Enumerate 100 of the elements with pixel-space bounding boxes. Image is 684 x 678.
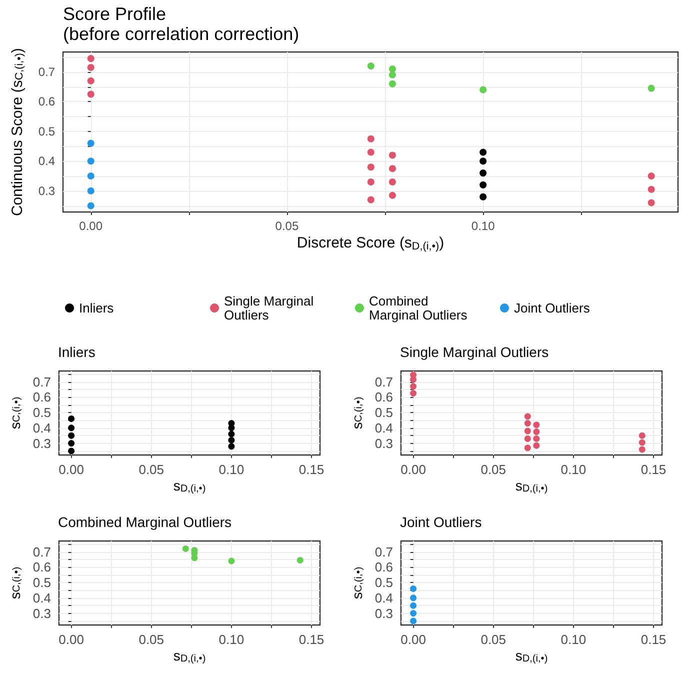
point (524, 444, 531, 452)
point (388, 65, 396, 72)
y-axis-title: sC,(i,•) (7, 396, 23, 430)
y-tick-label: 0.5 (38, 124, 56, 138)
x-tick-label: 0.05 (138, 632, 164, 647)
x-tick-label: 0.05 (480, 632, 506, 647)
x-tick-label: 0.05 (138, 462, 164, 477)
x-tick-label: 0.00 (58, 462, 84, 477)
chart-subtitle: (before correlation correction) (63, 24, 300, 44)
y-tick-label: 0.6 (32, 390, 51, 405)
point (480, 193, 487, 200)
y-tick-label: 0.7 (32, 374, 51, 390)
x-tick-label: 0.10 (560, 632, 586, 647)
point (228, 558, 235, 564)
x-tick-label: 0.00 (400, 632, 426, 647)
chart-title: Single Marginal Outliers (400, 344, 549, 360)
x-tick-label: 0.15 (298, 632, 324, 647)
legend-label: Joint Outliers (514, 300, 590, 316)
x-tick-label: 0.10 (218, 462, 244, 477)
y-axis-title: sC,(i,•) (7, 566, 23, 600)
y-tick-label: 0.4 (374, 420, 393, 436)
point (638, 439, 646, 446)
y-tick-label: 0.5 (374, 405, 393, 420)
x-tick-label: 0.15 (640, 632, 666, 647)
point (68, 424, 75, 432)
point (367, 148, 374, 156)
x-tick-label: 0.10 (218, 632, 244, 647)
x-tick-label: 0.00 (400, 462, 426, 477)
y-tick-label: 0.3 (38, 184, 56, 198)
point (87, 55, 94, 62)
y-axis-title: Continuous Score (sC,(i,•)) (9, 48, 26, 216)
x-tick-label: 0.10 (471, 219, 496, 233)
point (367, 178, 374, 186)
x-tick-label: 0.15 (298, 462, 324, 477)
point (87, 172, 94, 180)
point (388, 80, 396, 88)
point (480, 148, 487, 156)
point (182, 545, 189, 552)
y-tick-label: 0.7 (32, 544, 51, 560)
y-axis-title: sC,(i,•) (349, 566, 365, 600)
x-tick-label: 0.00 (79, 219, 103, 233)
point (68, 415, 75, 422)
y-tick-label: 0.5 (32, 405, 51, 420)
point (87, 140, 94, 147)
point (191, 554, 198, 562)
y-tick-label: 0.6 (374, 560, 393, 575)
point (367, 196, 374, 204)
y-tick-label: 0.3 (32, 436, 51, 451)
point (480, 158, 487, 165)
x-tick-label: 0.15 (640, 462, 666, 477)
legend-label: Inliers (79, 300, 114, 316)
point (87, 77, 94, 84)
point (533, 442, 540, 449)
y-tick-label: 0.3 (32, 606, 51, 621)
point (410, 594, 417, 602)
chart-title: Inliers (58, 344, 96, 360)
x-tick-label: 0.00 (58, 632, 84, 647)
y-tick-label: 0.4 (38, 154, 56, 168)
point (388, 178, 396, 186)
point (367, 135, 374, 142)
point (410, 383, 417, 390)
y-tick-label: 0.6 (374, 390, 393, 405)
y-tick-label: 0.7 (374, 374, 393, 390)
point (648, 172, 655, 180)
point (410, 610, 417, 617)
point (648, 186, 655, 193)
x-tick-label: 0.10 (560, 462, 586, 477)
point (87, 202, 94, 210)
point (480, 181, 487, 188)
point (410, 372, 417, 378)
point (388, 152, 396, 159)
point (524, 428, 531, 434)
point (638, 446, 646, 453)
point (410, 602, 417, 609)
y-tick-label: 0.6 (38, 94, 56, 109)
x-tick-label: 0.05 (275, 219, 299, 233)
point (68, 448, 75, 454)
point (367, 62, 374, 70)
chart-title: Joint Outliers (400, 514, 482, 530)
point (524, 413, 531, 420)
point (68, 440, 75, 447)
point (410, 618, 417, 624)
y-tick-label: 0.5 (374, 575, 393, 590)
point (228, 436, 235, 444)
legend-label: Combined Marginal Outliers (369, 294, 468, 322)
point (388, 192, 396, 199)
y-tick-label: 0.4 (32, 590, 51, 606)
point (87, 187, 94, 194)
chart-title: Score Profile (63, 4, 166, 24)
point (296, 556, 304, 564)
point (524, 420, 531, 427)
legend-label: Single Marginal Outliers (224, 294, 318, 322)
chart-title: Combined Marginal Outliers (58, 514, 232, 530)
point (388, 165, 396, 172)
y-tick-label: 0.6 (32, 560, 51, 575)
y-tick-label: 0.5 (32, 575, 51, 590)
y-tick-label: 0.4 (32, 420, 51, 436)
point (533, 435, 540, 442)
y-tick-label: 0.4 (374, 590, 393, 606)
point (638, 432, 646, 439)
